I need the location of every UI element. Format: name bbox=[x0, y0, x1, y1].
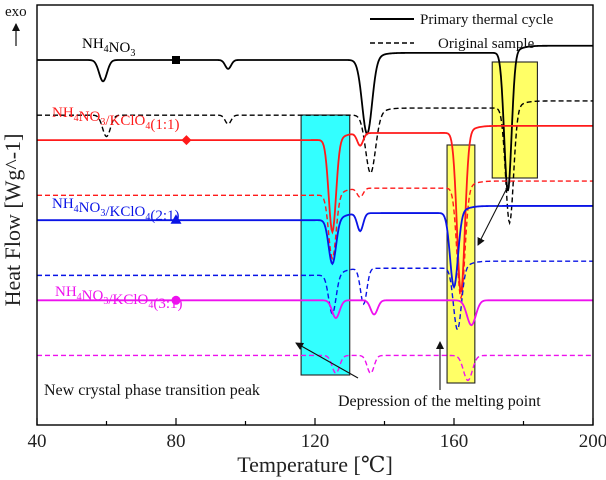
x-tick-label: 200 bbox=[579, 431, 606, 452]
x-tick-label: 160 bbox=[440, 431, 469, 452]
exo-label: exo bbox=[5, 4, 27, 20]
series-four-marker bbox=[171, 295, 181, 305]
series-two-marker bbox=[181, 135, 192, 146]
y-axis-title: Heat Flow [Wg^-1] bbox=[0, 134, 25, 307]
legend-original-label: Original sample bbox=[438, 36, 535, 52]
x-axis-title: Temperature [℃] bbox=[237, 452, 393, 477]
annotations: New crystal phase transition peak Depres… bbox=[44, 181, 541, 410]
legend-primary-label: Primary thermal cycle bbox=[420, 12, 554, 28]
x-tick-label: 80 bbox=[167, 431, 186, 452]
series-two-label: NH4NO3/KClO4(1:1) bbox=[52, 105, 180, 133]
series-one-label: NH4NO3 bbox=[82, 36, 135, 59]
series-one-original-line bbox=[37, 100, 593, 226]
x-tick-label: 120 bbox=[301, 431, 330, 452]
series-three-label: NH4NO3/KClO4(2:1) bbox=[52, 196, 180, 224]
annotation-arrow-nh4no3 bbox=[477, 181, 511, 246]
series-three-marker bbox=[170, 214, 182, 224]
annotation-arrow-phase bbox=[295, 342, 359, 379]
curves bbox=[37, 44, 593, 382]
series-labels: NH4NO3 NH4NO3/KClO4(1:1) NH4NO3/KClO4(2:1)… bbox=[52, 36, 183, 312]
series-two-primary-line bbox=[37, 124, 593, 293]
legend: Primary thermal cycle Original sample bbox=[370, 12, 554, 52]
series-markers bbox=[170, 56, 192, 305]
annotation-melting-text: Depression of the melting point bbox=[338, 393, 541, 410]
series-four-label: NH4NO3/KClO4(3:1) bbox=[55, 284, 183, 312]
series-four-original-line bbox=[37, 354, 593, 382]
series-three-original-line bbox=[37, 260, 593, 332]
series-one-primary-line bbox=[37, 44, 593, 192]
x-axis-ticks: 40 80 120 160 200 bbox=[28, 418, 606, 452]
series-two-original-line bbox=[37, 180, 593, 300]
x-tick-label: 40 bbox=[28, 431, 47, 452]
annotation-phase-text: New crystal phase transition peak bbox=[44, 382, 260, 399]
series-one-marker bbox=[172, 56, 180, 64]
series-four-primary-line bbox=[37, 299, 593, 327]
series-three-primary-line bbox=[37, 205, 593, 290]
